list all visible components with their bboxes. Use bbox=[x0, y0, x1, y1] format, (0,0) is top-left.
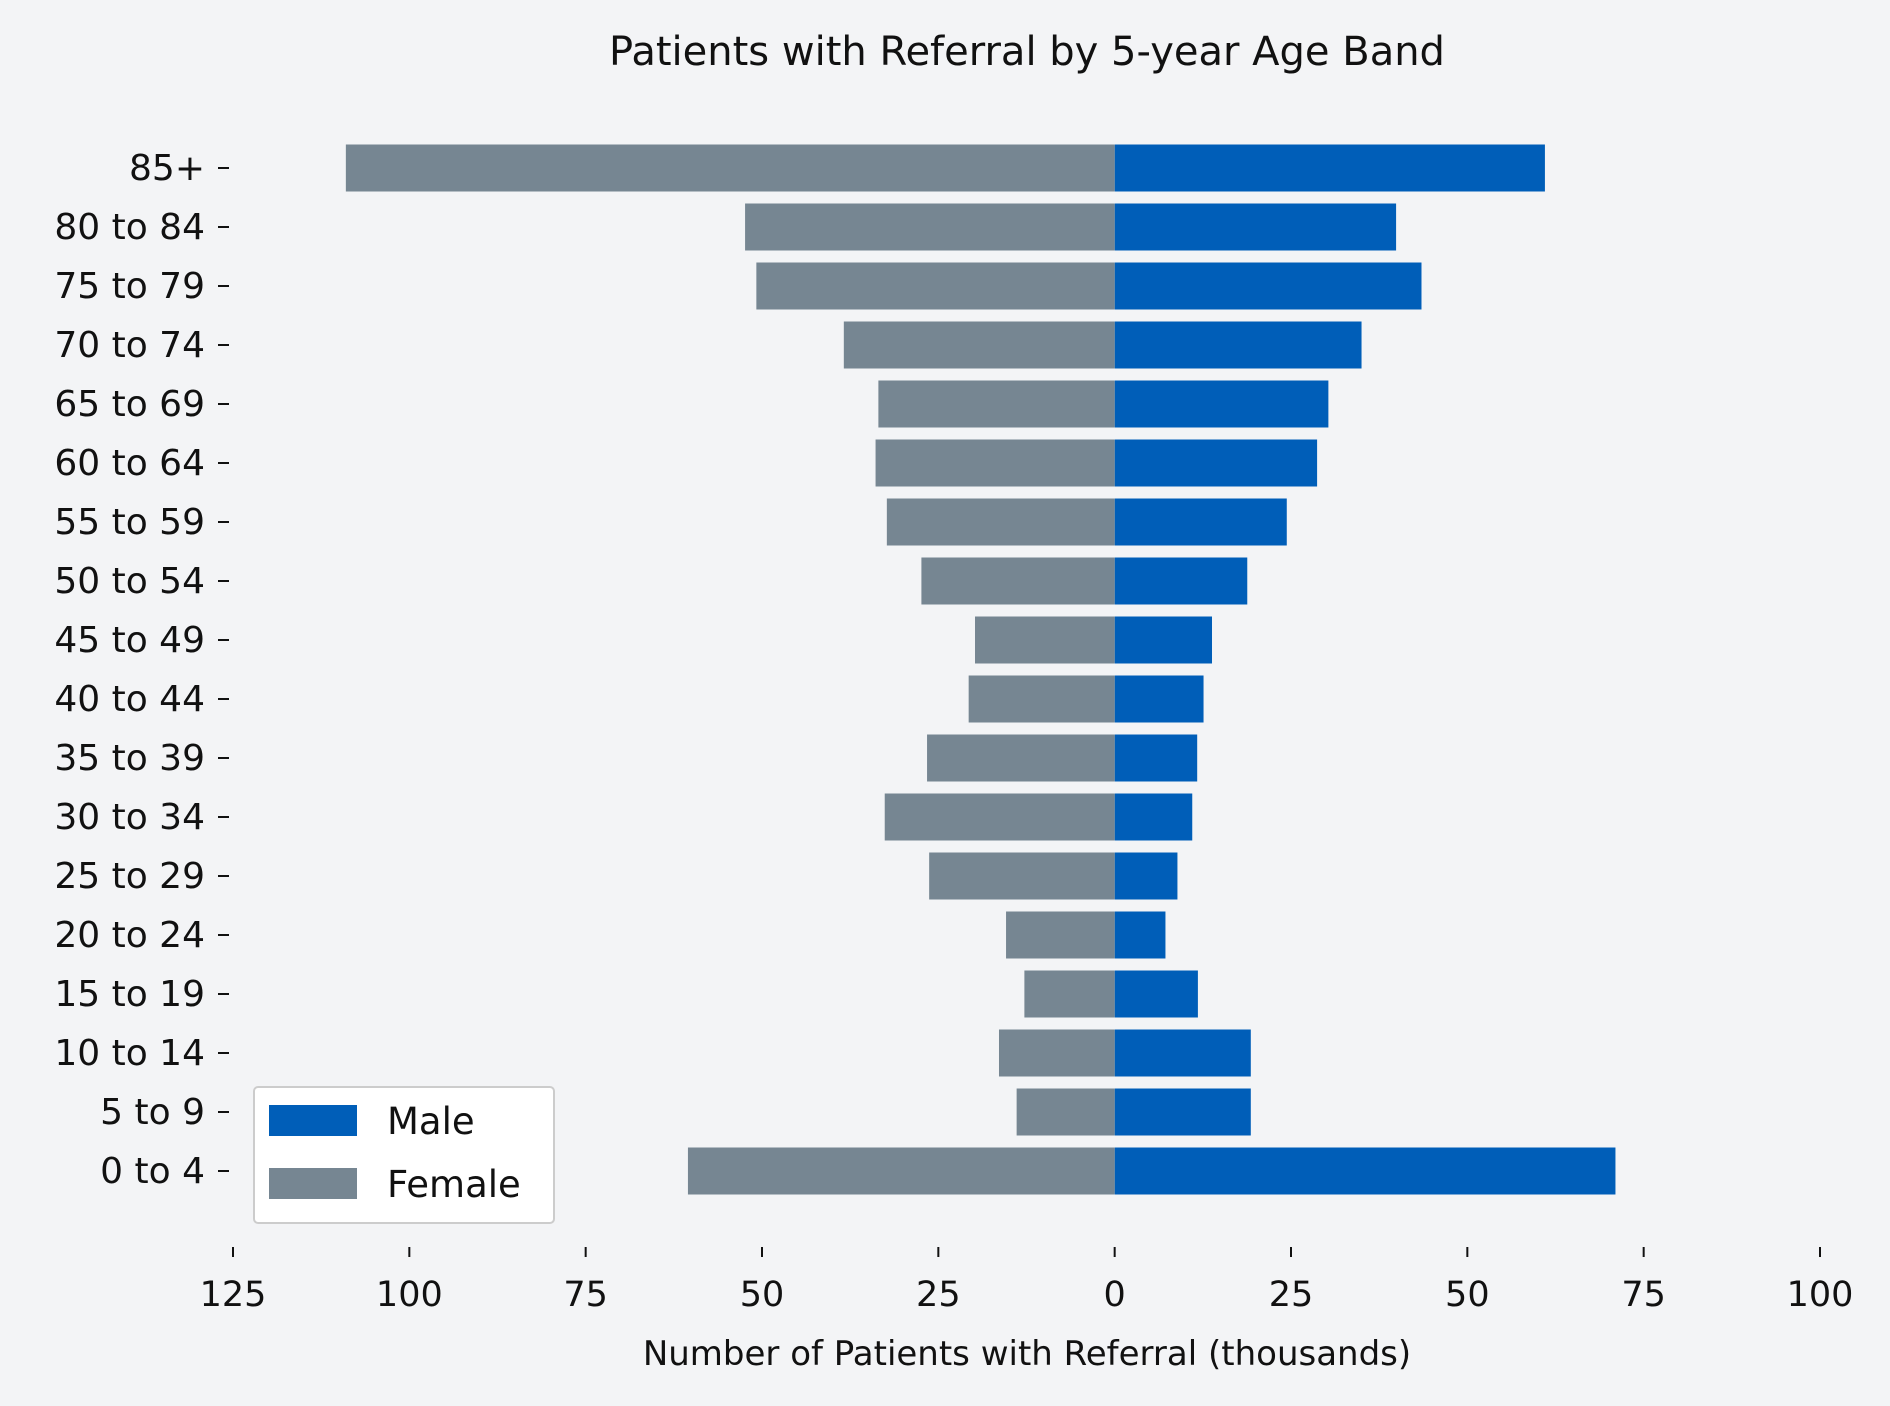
x-tick-label: 75 bbox=[1621, 1275, 1666, 1315]
bar-female-60-to-64 bbox=[875, 439, 1115, 487]
bar-female-10-to-14 bbox=[998, 1029, 1115, 1077]
bar-female-85plus bbox=[345, 144, 1115, 192]
x-tick-label: 50 bbox=[740, 1275, 785, 1315]
bar-female-35-to-39 bbox=[927, 734, 1115, 782]
bar-female-75-to-79 bbox=[756, 262, 1115, 310]
y-tick-label-60-to-64: 60 to 64 bbox=[54, 443, 205, 484]
x-tick-label: 25 bbox=[916, 1275, 961, 1315]
x-tick-label: 125 bbox=[200, 1275, 267, 1315]
y-tick-label-50-to-54: 50 to 54 bbox=[54, 561, 205, 602]
bar-female-55-to-59 bbox=[886, 498, 1115, 546]
bar-female-45-to-49 bbox=[975, 616, 1115, 664]
x-axis-label: Number of Patients with Referral (thousa… bbox=[643, 1334, 1411, 1374]
y-tick-label-55-to-59: 55 to 59 bbox=[54, 502, 205, 543]
y-tick-label-35-to-39: 35 to 39 bbox=[54, 738, 205, 779]
bar-male-70-to-74 bbox=[1114, 321, 1362, 369]
bar-female-50-to-54 bbox=[921, 557, 1115, 605]
chart-title: Patients with Referral by 5-year Age Ban… bbox=[609, 29, 1445, 75]
y-tick-label-45-to-49: 45 to 49 bbox=[54, 620, 205, 661]
y-tick-label-40-to-44: 40 to 44 bbox=[54, 679, 205, 720]
bar-male-80-to-84 bbox=[1114, 203, 1397, 251]
legend: Male Female bbox=[253, 1086, 555, 1224]
x-tick-label: 100 bbox=[1787, 1275, 1854, 1315]
bar-male-20-to-24 bbox=[1114, 911, 1166, 959]
bar-female-80-to-84 bbox=[745, 203, 1115, 251]
bar-male-85plus bbox=[1114, 144, 1545, 192]
bar-female-20-to-24 bbox=[1006, 911, 1115, 959]
y-tick-label-5-to-9: 5 to 9 bbox=[100, 1092, 205, 1133]
legend-swatch-female bbox=[269, 1168, 357, 1199]
y-tick-label-25-to-29: 25 to 29 bbox=[54, 856, 205, 897]
x-tick-label: 0 bbox=[1104, 1275, 1126, 1315]
y-tick-label-20-to-24: 20 to 24 bbox=[54, 915, 205, 956]
bar-male-40-to-44 bbox=[1114, 675, 1204, 723]
y-tick-label-30-to-34: 30 to 34 bbox=[54, 797, 205, 838]
legend-swatch-male bbox=[269, 1105, 357, 1136]
y-tick-label-0-to-4: 0 to 4 bbox=[100, 1151, 205, 1192]
bar-female-0-to-4 bbox=[687, 1147, 1115, 1195]
bar-male-15-to-19 bbox=[1114, 970, 1198, 1018]
legend-label-female: Female bbox=[387, 1163, 521, 1206]
bar-male-50-to-54 bbox=[1114, 557, 1248, 605]
bar-male-65-to-69 bbox=[1114, 380, 1329, 428]
y-tick-label-15-to-19: 15 to 19 bbox=[54, 974, 205, 1015]
bar-female-40-to-44 bbox=[968, 675, 1115, 723]
bar-male-5-to-9 bbox=[1114, 1088, 1251, 1136]
bar-male-75-to-79 bbox=[1114, 262, 1422, 310]
y-tick-label-70-to-74: 70 to 74 bbox=[54, 325, 205, 366]
y-tick-label-65-to-69: 65 to 69 bbox=[54, 384, 205, 425]
bar-male-0-to-4 bbox=[1114, 1147, 1616, 1195]
y-tick-label-75-to-79: 75 to 79 bbox=[54, 266, 205, 307]
bar-female-5-to-9 bbox=[1016, 1088, 1115, 1136]
bar-female-65-to-69 bbox=[878, 380, 1115, 428]
x-axis: 125 100 75 50 25 0 25 50 75 100 bbox=[200, 1247, 1854, 1315]
x-tick-label: 75 bbox=[563, 1275, 608, 1315]
y-axis: 0 to 4 5 to 9 10 to 14 15 to 19 20 to 24 25 t… bbox=[54, 148, 229, 1192]
y-tick-label-10-to-14: 10 to 14 bbox=[54, 1033, 205, 1074]
bar-male-10-to-14 bbox=[1114, 1029, 1251, 1077]
bar-male-30-to-34 bbox=[1114, 793, 1193, 841]
bar-female-15-to-19 bbox=[1024, 970, 1115, 1018]
bars-group bbox=[345, 144, 1616, 1195]
bar-female-25-to-29 bbox=[929, 852, 1115, 900]
bar-male-45-to-49 bbox=[1114, 616, 1213, 664]
y-tick-label-85plus: 85+ bbox=[129, 148, 205, 189]
bar-male-60-to-64 bbox=[1114, 439, 1318, 487]
y-tick-label-80-to-84: 80 to 84 bbox=[54, 207, 205, 248]
bar-male-55-to-59 bbox=[1114, 498, 1287, 546]
legend-label-male: Male bbox=[387, 1100, 475, 1143]
bar-female-30-to-34 bbox=[884, 793, 1115, 841]
bar-male-35-to-39 bbox=[1114, 734, 1198, 782]
bar-female-70-to-74 bbox=[843, 321, 1115, 369]
x-tick-label: 50 bbox=[1445, 1275, 1490, 1315]
x-tick-label: 25 bbox=[1269, 1275, 1314, 1315]
x-tick-label: 100 bbox=[376, 1275, 443, 1315]
bar-male-25-to-29 bbox=[1114, 852, 1178, 900]
